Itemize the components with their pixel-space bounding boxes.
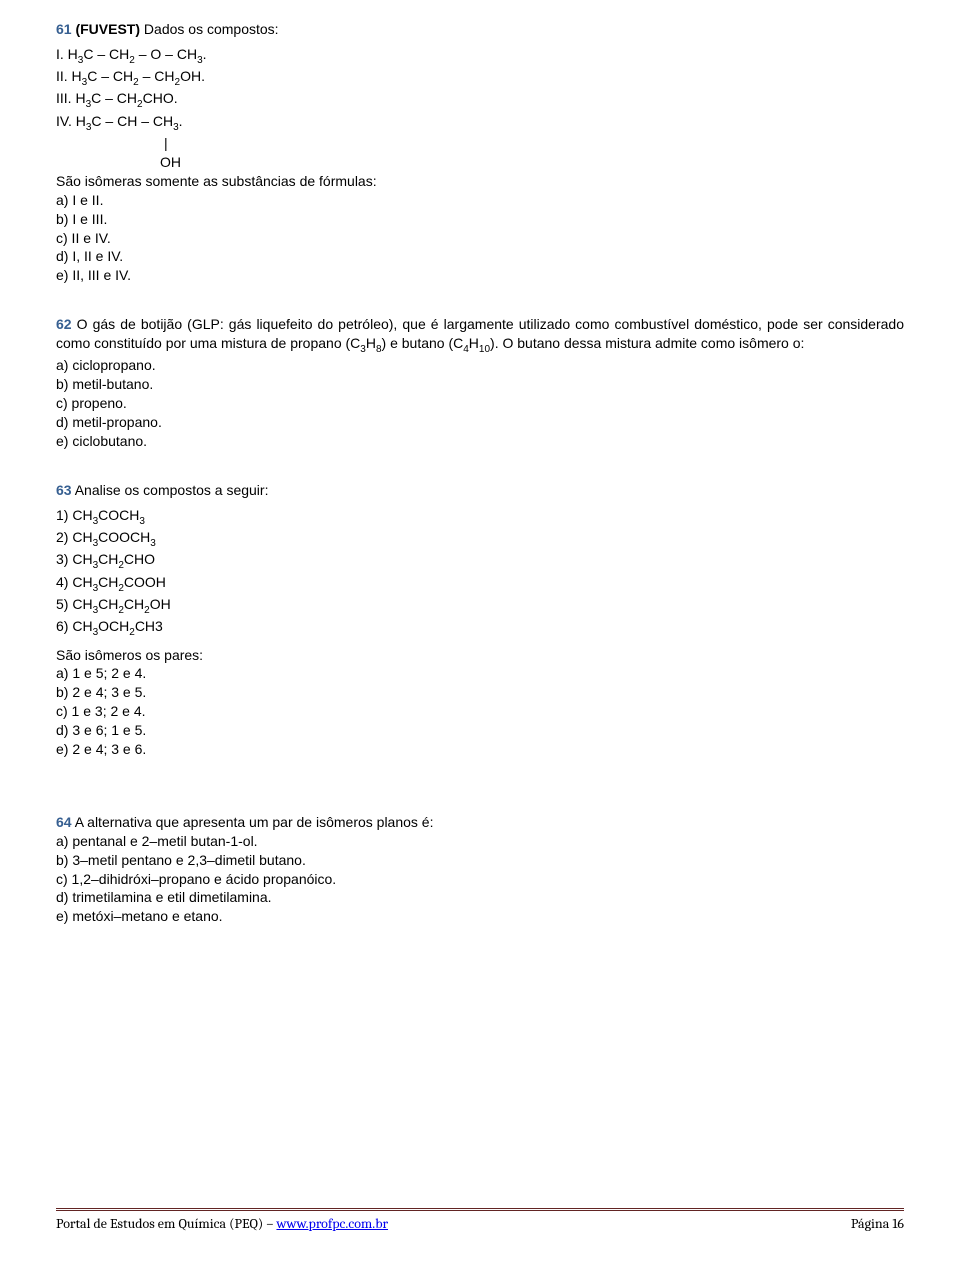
q64-number: 64 bbox=[56, 814, 72, 830]
question-64: 64 A alternativa que apresenta um par de… bbox=[56, 813, 904, 926]
q61-bond-pipe: | bbox=[56, 134, 904, 153]
q63-compound-1: 1) CH3COCH3 bbox=[56, 506, 904, 528]
q63-option-b: b) 2 e 4; 3 e 5. bbox=[56, 683, 904, 702]
q62-option-b: b) metil-butano. bbox=[56, 375, 904, 394]
q63-compound-4: 4) CH3CH2COOH bbox=[56, 573, 904, 595]
q63-option-e: e) 2 e 4; 3 e 6. bbox=[56, 740, 904, 759]
q61-option-c: c) II e IV. bbox=[56, 229, 904, 248]
q64-option-a: a) pentanal e 2–metil butan-1-ol. bbox=[56, 832, 904, 851]
q63-option-d: d) 3 e 6; 1 e 5. bbox=[56, 721, 904, 740]
question-63: 63 Analise os compostos a seguir: 1) CH3… bbox=[56, 481, 904, 759]
footer-left: Portal de Estudos em Química (PEQ) – www… bbox=[56, 1215, 388, 1234]
footer-page-number: Página 16 bbox=[851, 1215, 904, 1234]
q64-intro: A alternativa que apresenta um par de is… bbox=[75, 814, 434, 830]
q63-compound-6: 6) CH3OCH2CH3 bbox=[56, 617, 904, 639]
q61-oh: OH bbox=[56, 153, 904, 172]
q61-source: (FUVEST) bbox=[75, 21, 140, 37]
q61-item-i: I. H3C – CH2 – O – CH3. bbox=[56, 45, 904, 67]
q64-option-b: b) 3–metil pentano e 2,3–dimetil butano. bbox=[56, 851, 904, 870]
q61-option-b: b) I e III. bbox=[56, 210, 904, 229]
question-62: 62 O gás de botijão (GLP: gás liquefeito… bbox=[56, 315, 904, 451]
q63-option-c: c) 1 e 3; 2 e 4. bbox=[56, 702, 904, 721]
q62-number: 62 bbox=[56, 316, 72, 332]
q63-stem: São isômeros os pares: bbox=[56, 646, 904, 665]
q61-intro: Dados os compostos: bbox=[144, 21, 279, 37]
q62-stem-part3: ). O butano dessa mistura admite como is… bbox=[490, 335, 804, 351]
q63-compound-3: 3) CH3CH2CHO bbox=[56, 550, 904, 572]
q63-option-a: a) 1 e 5; 2 e 4. bbox=[56, 664, 904, 683]
q62-option-c: c) propeno. bbox=[56, 394, 904, 413]
q61-option-e: e) II, III e IV. bbox=[56, 266, 904, 285]
footer-link[interactable]: www.profpc.com.br bbox=[276, 1215, 388, 1232]
q63-compound-5: 5) CH3CH2CH2OH bbox=[56, 595, 904, 617]
q63-intro: Analise os compostos a seguir: bbox=[75, 482, 269, 498]
q61-item-iii: III. H3C – CH2CHO. bbox=[56, 89, 904, 111]
page-footer: Portal de Estudos em Química (PEQ) – www… bbox=[56, 1208, 904, 1234]
q62-stem-part2: ) e butano (C bbox=[382, 335, 464, 351]
q61-stem: São isômeras somente as substâncias de f… bbox=[56, 172, 904, 191]
q62-option-a: a) ciclopropano. bbox=[56, 356, 904, 375]
q63-number: 63 bbox=[56, 482, 72, 498]
q64-option-c: c) 1,2–dihidróxi–propano e ácido propanó… bbox=[56, 870, 904, 889]
footer-rule bbox=[56, 1208, 904, 1211]
q61-number: 61 bbox=[56, 21, 72, 37]
q64-option-e: e) metóxi–metano e etano. bbox=[56, 907, 904, 926]
q61-item-iv: IV. H3C – CH – CH3. bbox=[56, 112, 904, 134]
question-61: 61 (FUVEST) Dados os compostos: I. H3C –… bbox=[56, 20, 904, 285]
q61-option-a: a) I e II. bbox=[56, 191, 904, 210]
q63-compound-2: 2) CH3COOCH3 bbox=[56, 528, 904, 550]
q61-item-ii: II. H3C – CH2 – CH2OH. bbox=[56, 67, 904, 89]
q62-option-d: d) metil-propano. bbox=[56, 413, 904, 432]
q64-option-d: d) trimetilamina e etil dimetilamina. bbox=[56, 888, 904, 907]
q61-option-d: d) I, II e IV. bbox=[56, 247, 904, 266]
q62-option-e: e) ciclobutano. bbox=[56, 432, 904, 451]
